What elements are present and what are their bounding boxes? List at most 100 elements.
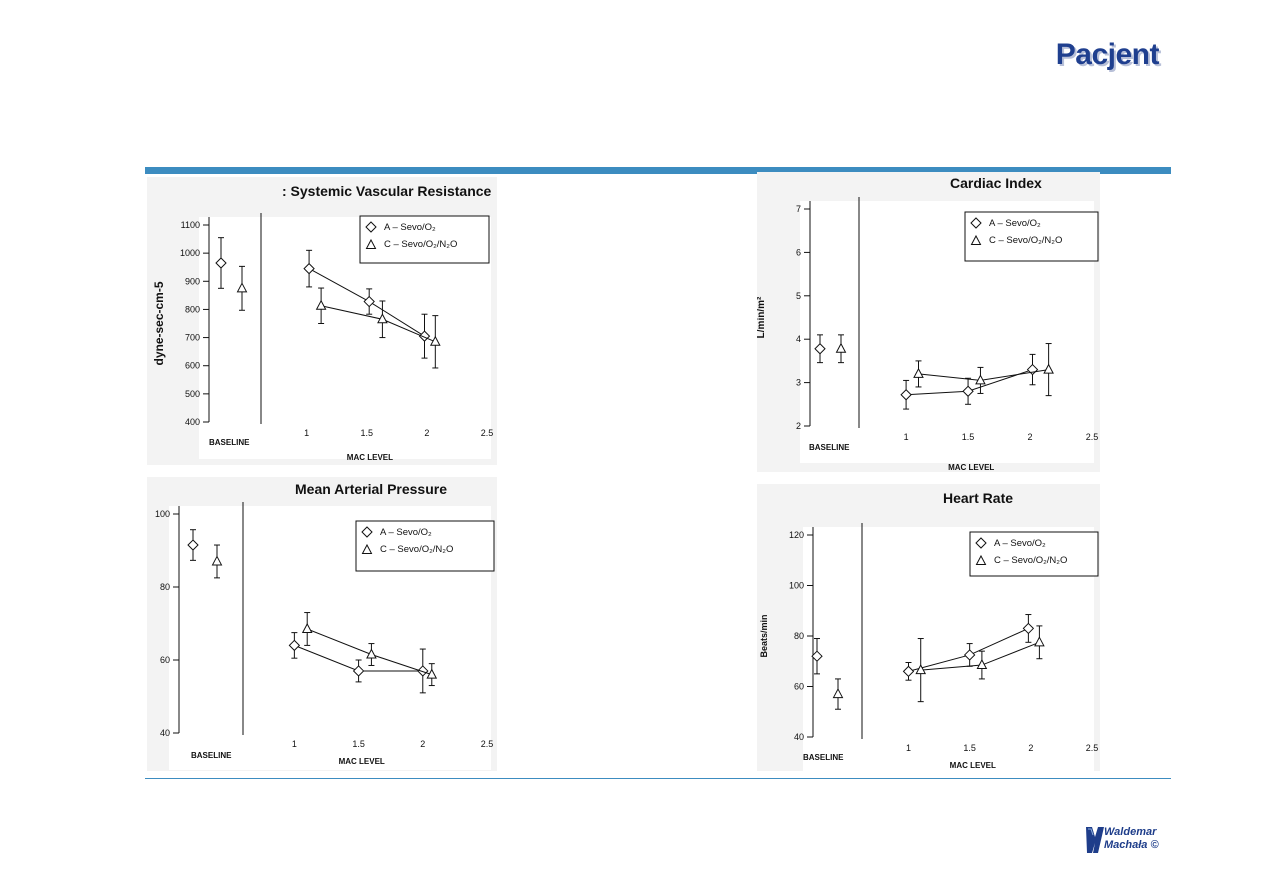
series-a — [215, 237, 431, 359]
y-tick-label: 700 — [185, 333, 200, 343]
slide-title: Pacjent — [1055, 38, 1160, 71]
data-point — [363, 295, 375, 308]
svr-chart-panel: : Systemic Vascular Resistance 1100 1000 90… — [147, 177, 497, 465]
y-tick-label: 7 — [796, 204, 801, 214]
legend-box — [359, 215, 490, 264]
y-tick-label: 5 — [796, 291, 801, 301]
y-tick-label: 2 — [796, 421, 801, 431]
legend-box — [964, 211, 1099, 262]
x-tick-label: 1 — [292, 739, 297, 749]
legend: A – Sevo/O₂ C – Sevo/O₂/N₂O — [964, 211, 1099, 262]
x-tick-label: 1 — [904, 432, 909, 442]
legend-entry: C – Sevo/O₂/N₂O — [384, 239, 457, 250]
legend-box — [355, 520, 495, 572]
x-tick-label: 2 — [420, 739, 425, 749]
x-tick-label: 2.5 — [1086, 432, 1099, 442]
data-point — [1034, 636, 1045, 647]
data-point — [429, 335, 441, 346]
y-tick-label: 40 — [794, 732, 804, 742]
data-point — [352, 665, 365, 677]
y-tick-label: 4 — [796, 334, 801, 344]
legend-triangle-icon — [365, 238, 377, 249]
chart-svg: Heart Rate 120 100 80 60 40 1 1.5 2 2.5 BASELINE MA… — [757, 484, 1100, 771]
legend-entry: A – Sevo/O₂ — [989, 218, 1041, 229]
data-point — [963, 649, 976, 661]
baseline-point — [814, 343, 826, 355]
x-axis-label: MAC LEVEL — [950, 761, 996, 770]
y-tick-label: 900 — [185, 276, 200, 286]
y-tick-label: 120 — [789, 530, 804, 540]
legend-triangle-icon — [970, 234, 982, 245]
cardiac-index-chart-panel: Cardiac Index 7 6 5 4 3 2 1 1.5 2 2.5 BASELINE MAC L… — [757, 172, 1100, 472]
baseline-point — [211, 555, 223, 566]
data-point — [902, 665, 915, 678]
x-tick-label: 2.5 — [481, 428, 494, 438]
data-point — [962, 385, 974, 397]
top-divider — [145, 167, 1171, 174]
x-axis-label: MAC LEVEL — [948, 463, 994, 472]
y-tick-label: 40 — [160, 728, 170, 738]
data-point — [975, 374, 986, 385]
x-tick-label: 2 — [1028, 743, 1033, 753]
data-point — [976, 658, 988, 670]
chart-title: Mean Arterial Pressure — [295, 481, 447, 497]
y-tick-label: 500 — [185, 389, 200, 399]
y-axis-label: L/min/m² — [757, 296, 767, 338]
y-axis-label: Beats/min — [759, 614, 769, 657]
legend-diamond-icon — [970, 217, 982, 229]
baseline-label: BASELINE — [209, 438, 250, 447]
series-c — [832, 625, 1045, 710]
y-tick-label: 1100 — [181, 220, 200, 230]
legend-entry: A – Sevo/O₂ — [384, 222, 436, 233]
data-point — [913, 367, 924, 378]
legend-entry: A – Sevo/O₂ — [380, 527, 432, 538]
legend-diamond-icon — [361, 526, 373, 538]
y-tick-label: 800 — [185, 304, 200, 314]
wm-logo-icon — [1086, 827, 1104, 853]
chart-title: Heart Rate — [943, 490, 1013, 506]
chart-svg: Mean Arterial Pressure 100 80 60 40 1 1.5 2 2.5 B… — [147, 477, 497, 771]
data-point — [288, 639, 301, 652]
series-c — [835, 334, 1054, 397]
baseline-point — [835, 342, 847, 353]
author-logo: Waldemar Machała © — [1084, 823, 1176, 859]
x-tick-label: 1 — [304, 428, 309, 438]
legend-entry: A – Sevo/O₂ — [994, 538, 1046, 549]
x-tick-label: 1.5 — [962, 432, 975, 442]
legend: A – Sevo/O₂ C – Sevo/O₂/N₂O — [355, 520, 495, 572]
chart-title: : Systemic Vascular Resistance — [282, 183, 492, 199]
bottom-divider — [145, 778, 1171, 779]
series-a — [811, 614, 1035, 681]
y-tick-label: 100 — [789, 581, 804, 591]
y-tick-label: 400 — [185, 417, 200, 427]
chart-svg: : Systemic Vascular Resistance 1100 1000 90… — [147, 177, 497, 465]
data-point — [301, 622, 313, 633]
baseline-label: BASELINE — [191, 751, 232, 760]
x-tick-label: 2 — [1028, 432, 1033, 442]
x-tick-label: 1.5 — [352, 739, 365, 749]
legend: A – Sevo/O₂ C – Sevo/O₂/N₂O — [359, 215, 490, 264]
data-point — [303, 262, 315, 275]
heart-rate-chart-panel: Heart Rate 120 100 80 60 40 1 1.5 2 2.5 BASELINE MA… — [757, 484, 1100, 771]
legend: A – Sevo/O₂ C – Sevo/O₂/N₂O — [969, 531, 1099, 577]
y-tick-label: 6 — [796, 247, 801, 257]
data-point — [1043, 363, 1054, 374]
legend-entry: C – Sevo/O₂/N₂O — [994, 555, 1067, 566]
legend-triangle-icon — [975, 554, 987, 565]
data-point — [417, 665, 429, 677]
legend-box — [969, 531, 1099, 577]
x-axis-label: MAC LEVEL — [347, 453, 393, 462]
logo-line-1: Waldemar — [1104, 826, 1157, 838]
legend-entry: C – Sevo/O₂/N₂O — [989, 235, 1062, 246]
map-chart-panel: Mean Arterial Pressure 100 80 60 40 1 1.5 2 2.5 B… — [147, 477, 497, 771]
y-tick-label: 60 — [160, 655, 170, 665]
data-point — [366, 648, 377, 659]
data-point — [426, 668, 438, 679]
data-point — [900, 389, 912, 401]
y-axis-label: dyne-sec-cm-5 — [152, 281, 166, 365]
data-point — [377, 313, 388, 324]
data-point — [315, 299, 327, 310]
y-tick-label: 80 — [160, 582, 170, 592]
chart-title: Cardiac Index — [950, 175, 1042, 191]
y-tick-label: 1000 — [180, 248, 200, 258]
